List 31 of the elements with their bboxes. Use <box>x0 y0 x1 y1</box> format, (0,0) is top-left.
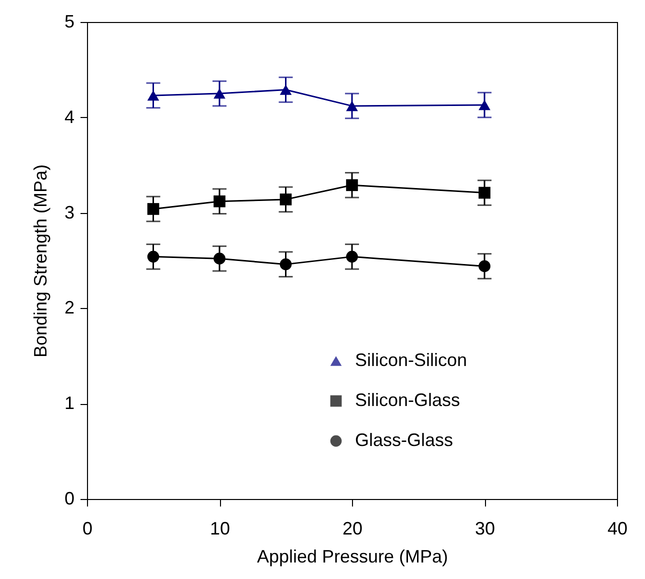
point <box>147 203 160 215</box>
point <box>147 250 160 263</box>
x-tick-label: 40 <box>607 518 628 538</box>
point <box>478 186 490 199</box>
point <box>280 194 292 206</box>
x-axis-title: Applied Pressure (MPa) <box>256 546 448 566</box>
point <box>147 90 160 101</box>
legend-label: Silicon-Silicon <box>355 350 468 370</box>
y-tick-label: 2 <box>64 298 74 318</box>
y-tick-label: 1 <box>64 393 74 414</box>
point <box>478 260 490 272</box>
point <box>280 84 292 95</box>
point <box>478 100 490 110</box>
legend-label: Glass-Glass <box>355 430 454 450</box>
y-tick-label: 4 <box>64 106 74 127</box>
point <box>214 252 226 264</box>
y-tick-label: 5 <box>64 12 74 32</box>
y-axis-title: Bonding Strength (MPa) <box>30 164 50 358</box>
point <box>280 258 292 270</box>
point <box>346 100 358 112</box>
x-tick-label: 0 <box>82 518 93 538</box>
y-tick-label: 0 <box>64 488 74 508</box>
y-tick-label: 3 <box>64 202 74 222</box>
x-tick-label: 30 <box>474 518 496 538</box>
point <box>346 250 358 263</box>
x-tick-label: 10 <box>210 518 230 538</box>
x-tick-label: 20 <box>342 518 363 538</box>
point <box>214 88 226 99</box>
legend-label: Silicon-Glass <box>355 390 460 410</box>
point <box>346 179 358 192</box>
point <box>214 195 226 208</box>
